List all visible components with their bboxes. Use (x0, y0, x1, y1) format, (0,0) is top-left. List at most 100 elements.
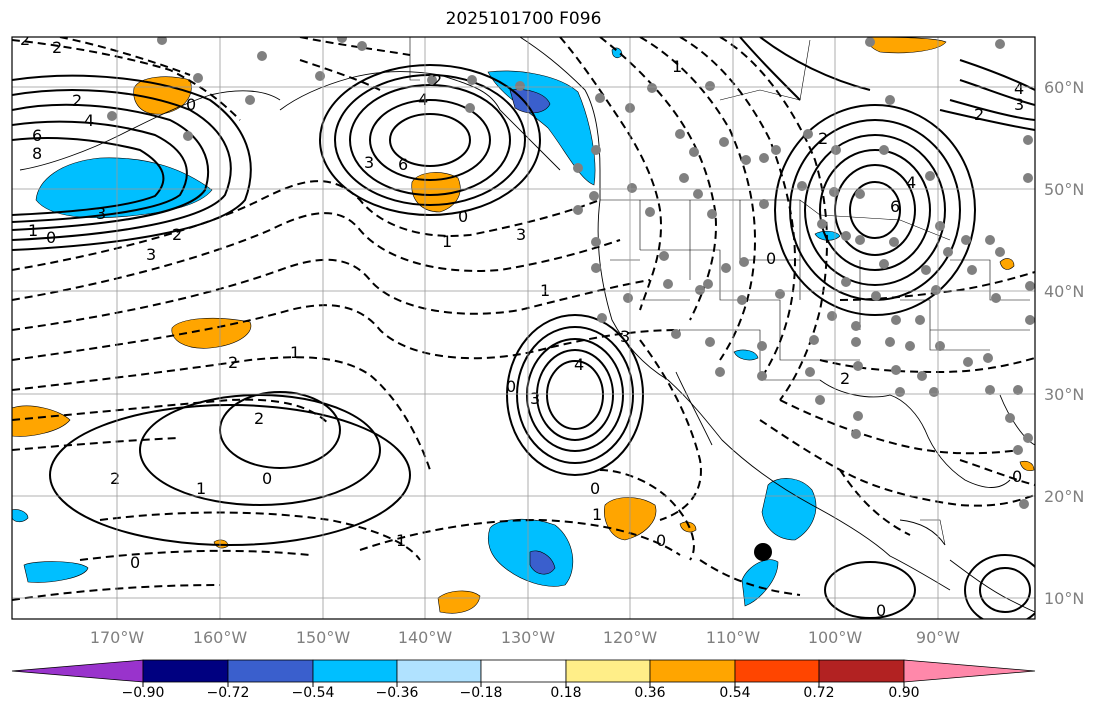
contour-label: 1 (540, 281, 550, 300)
lat-label: 10°N (1044, 589, 1084, 608)
colorbar: −0.90 −0.72 −0.54 −0.36 −0.18 0.18 0.36 … (11, 659, 1036, 701)
colorbar-segment (396, 659, 482, 683)
shade-blue-small1 (611, 47, 623, 59)
contour-label: 2 (818, 129, 828, 148)
solid-contours (12, 37, 1035, 619)
lon-label: 110°W (706, 628, 761, 647)
coastlines (19, 37, 1035, 613)
lon-label: 170°W (90, 628, 145, 647)
colorbar-tick-label: −0.90 (122, 685, 165, 701)
map-area: 2 2 4 6 8 0 3 0 1 2 3 2 4 3 6 0 1 3 1 2 … (12, 13, 1035, 620)
contour-label: 4 (84, 111, 94, 130)
lat-label: 20°N (1044, 487, 1084, 506)
contour-label: 0 (130, 553, 140, 572)
lon-label: 160°W (193, 628, 248, 647)
contour-label: 6 (398, 155, 408, 174)
map-title: 2025101700 F096 (445, 9, 602, 29)
contour-label: 0 (590, 479, 600, 498)
contour-label: 0 (876, 601, 886, 620)
contour-label: 1 (442, 232, 452, 251)
contour-label: 3 (1014, 95, 1024, 114)
colorbar-segment (649, 659, 736, 683)
lon-label: 100°W (808, 628, 863, 647)
shade-blue-small2 (733, 349, 759, 361)
colorbar-segment (480, 659, 567, 683)
shade-blue-mexico2 (741, 559, 779, 607)
contour-label: 2 (548, 13, 558, 32)
location-marker (754, 543, 772, 561)
colorbar-segments (11, 659, 1036, 687)
lon-label: 120°W (603, 628, 658, 647)
colorbar-segment (903, 659, 1036, 683)
colorbar-tick-label: −0.54 (292, 685, 335, 701)
contour-label: 2 (254, 409, 264, 428)
contour-label: 0 (262, 469, 272, 488)
contour-label: 4 (418, 90, 428, 109)
colorbar-tick-label: −0.18 (460, 685, 503, 701)
colorbar-tick-label: −0.72 (207, 685, 250, 701)
contour-label: 1 (290, 343, 300, 362)
colorbar-segment (312, 659, 398, 683)
shade-blue-hi2 (12, 509, 29, 523)
shade-orange-gulfmex (999, 258, 1015, 270)
colorbar-segment (11, 659, 144, 683)
longitude-labels: 170°W 160°W 150°W 140°W 130°W 120°W 110°… (90, 628, 960, 647)
shade-darkblue-south (529, 550, 556, 575)
contour-label: 4 (1014, 79, 1024, 98)
contour-label: 0 (656, 531, 666, 550)
shade-orange-canada (867, 37, 947, 54)
contour-label: 6 (890, 197, 900, 216)
shade-darkblue-bc (509, 89, 551, 114)
contour-label: 2 (52, 38, 62, 57)
shaded-regions (12, 37, 1035, 614)
colorbar-tick-label: 0.90 (888, 685, 919, 701)
contour-label: 3 (96, 204, 106, 223)
contour-label: 1 (28, 221, 38, 240)
lon-label: 130°W (501, 628, 556, 647)
contour-label: 2 (20, 30, 30, 49)
colorbar-segment (818, 659, 905, 683)
colorbar-tick-label: 0.18 (550, 685, 581, 701)
contour-label: 4 (574, 355, 584, 374)
dashed-contours (12, 37, 1035, 601)
lat-label: 30°N (1044, 385, 1084, 404)
shade-orange-east (1019, 460, 1035, 472)
contour-label: 0 (1012, 467, 1022, 486)
lat-label: 50°N (1044, 180, 1084, 199)
lon-label: 140°W (398, 628, 453, 647)
observation-dots (107, 37, 1035, 509)
contour-label: 3 (146, 245, 156, 264)
contour-label: 3 (620, 327, 630, 346)
contour-label: 0 (766, 249, 776, 268)
lon-label: 90°W (916, 628, 960, 647)
map-frame (11, 36, 1036, 620)
shade-orange-gulf (411, 172, 461, 213)
contour-label: 2 (974, 105, 984, 124)
colorbar-tick-label: 0.54 (719, 685, 750, 701)
contour-label: 2 (72, 91, 82, 110)
contour-label: 3 (516, 225, 526, 244)
colorbar-labels: −0.90 −0.72 −0.54 −0.36 −0.18 0.18 0.36 … (122, 685, 920, 701)
shade-orange-central (171, 317, 252, 349)
colorbar-segment (142, 659, 229, 683)
shade-blue-hawaii (23, 561, 89, 583)
contour-label: 0 (458, 207, 468, 226)
lat-label: 60°N (1044, 78, 1084, 97)
lat-label: 40°N (1044, 282, 1084, 301)
gridlines (12, 37, 1035, 619)
colorbar-segment (734, 659, 820, 683)
colorbar-segment (227, 659, 314, 683)
contour-label: 2 (172, 225, 182, 244)
shade-blue-mexico (761, 478, 817, 541)
contour-label: 1 (396, 531, 406, 550)
contour-label: 6 (32, 126, 42, 145)
contour-label: 0 (46, 228, 56, 247)
latitude-labels: 60°N 50°N 40°N 30°N 20°N 10°N (1044, 78, 1084, 608)
contour-label: 0 (506, 377, 516, 396)
colorbar-segment (565, 659, 651, 683)
contour-labels: 2 2 4 6 8 0 3 0 1 2 3 2 4 3 6 0 1 3 1 2 … (20, 13, 1024, 620)
contour-label: 1 (592, 505, 602, 524)
shade-orange-south2 (437, 590, 481, 614)
contour-label: 1 (196, 479, 206, 498)
